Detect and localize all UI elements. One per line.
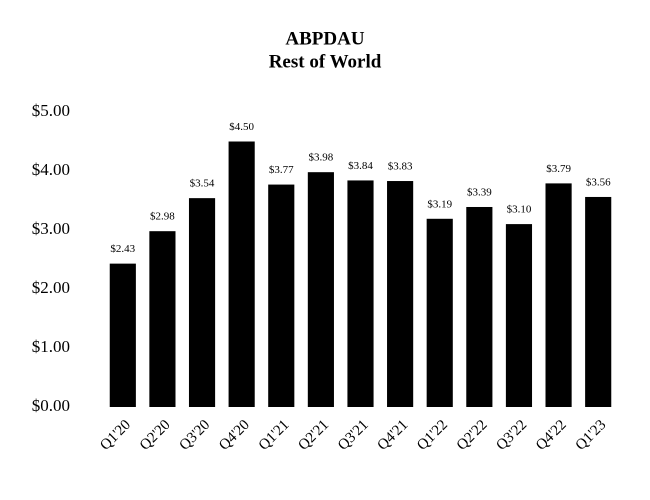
y-tick-label: $1.00 bbox=[32, 337, 70, 356]
y-tick-label: $0.00 bbox=[32, 396, 70, 415]
x-tick-label: Q1'20 bbox=[97, 417, 134, 454]
bar bbox=[545, 183, 572, 407]
value-label: $3.98 bbox=[309, 152, 334, 164]
bar bbox=[188, 198, 216, 407]
x-tick-label: Q3'22 bbox=[493, 417, 530, 454]
x-tick-label: Q2'22 bbox=[454, 417, 491, 454]
bar bbox=[387, 181, 414, 407]
y-tick-label: $2.00 bbox=[32, 278, 70, 297]
x-tick-label: Q1'23 bbox=[573, 417, 610, 454]
value-label: $4.50 bbox=[229, 121, 254, 133]
bar bbox=[307, 172, 334, 407]
y-tick-label: $4.00 bbox=[32, 160, 70, 179]
bar bbox=[466, 206, 493, 407]
value-label: $3.19 bbox=[427, 198, 452, 210]
bar bbox=[585, 196, 612, 407]
value-label: $3.56 bbox=[586, 176, 611, 188]
value-label: $3.84 bbox=[348, 160, 373, 172]
x-tick-label: Q4'22 bbox=[533, 417, 570, 454]
value-label: $3.83 bbox=[388, 161, 413, 173]
value-label: $3.10 bbox=[507, 204, 532, 216]
x-tick-label: Q2'20 bbox=[137, 417, 174, 454]
bar bbox=[149, 231, 176, 407]
value-label: $3.77 bbox=[269, 164, 294, 176]
x-tick-label: Q1'22 bbox=[414, 417, 451, 454]
bar bbox=[505, 224, 533, 407]
bar bbox=[268, 184, 295, 407]
x-tick-label: Q4'20 bbox=[216, 417, 253, 454]
bar bbox=[109, 263, 136, 407]
chart-subtitle: Rest of World bbox=[269, 51, 382, 72]
value-label: $3.39 bbox=[467, 187, 492, 199]
value-label: $3.79 bbox=[546, 163, 571, 175]
value-label: $2.43 bbox=[110, 243, 135, 255]
y-tick-label: $3.00 bbox=[32, 219, 70, 238]
value-label: $2.98 bbox=[150, 211, 175, 223]
x-tick-label: Q4'21 bbox=[375, 417, 412, 454]
x-tick-label: Q1'21 bbox=[256, 417, 293, 454]
x-tick-label: Q3'20 bbox=[176, 417, 213, 454]
x-tick-label: Q2'21 bbox=[295, 417, 332, 454]
chart-title: ABPDAU bbox=[285, 28, 364, 49]
bar bbox=[426, 218, 453, 407]
bar bbox=[347, 180, 374, 407]
x-tick-label: Q3'21 bbox=[335, 417, 372, 454]
y-tick-label: $5.00 bbox=[32, 101, 70, 120]
value-label: $3.54 bbox=[190, 178, 215, 190]
bar bbox=[228, 141, 255, 407]
